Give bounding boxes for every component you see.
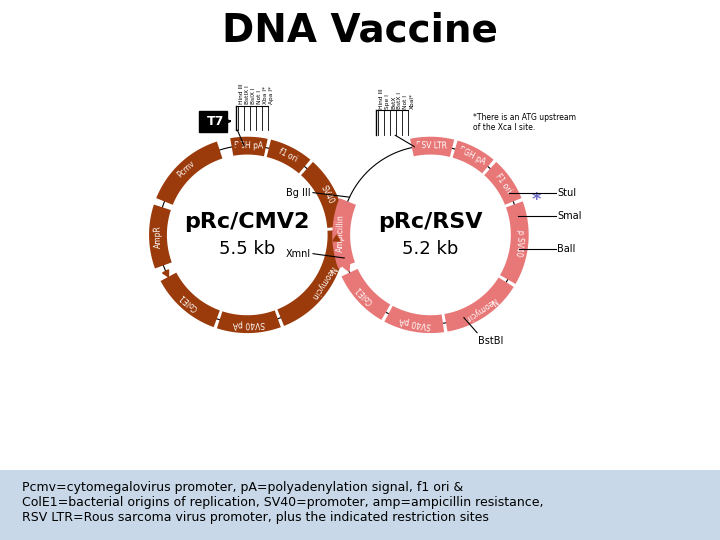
Text: T7: T7: [207, 114, 224, 127]
Text: Pcmv: Pcmv: [176, 159, 197, 180]
Polygon shape: [210, 314, 217, 320]
Text: BstX: BstX: [391, 96, 396, 109]
Text: Spe I: Spe I: [385, 94, 390, 109]
Polygon shape: [485, 162, 521, 205]
Text: Hind III: Hind III: [379, 89, 384, 109]
Text: Pcmv=cytomegalovirus promoter, pA=polyadenylation signal, f1 ori &
ColE1=bacteri: Pcmv=cytomegalovirus promoter, pA=polyad…: [22, 481, 543, 524]
Text: pRc/CMV2: pRc/CMV2: [184, 212, 310, 232]
Text: SV40 pA: SV40 pA: [233, 319, 265, 329]
Polygon shape: [161, 273, 220, 327]
Polygon shape: [166, 190, 172, 197]
Text: Hind III: Hind III: [239, 84, 244, 104]
Text: BstIX I: BstIX I: [245, 85, 250, 104]
Polygon shape: [415, 143, 422, 149]
Polygon shape: [444, 278, 514, 332]
Text: Neomycin: Neomycin: [462, 294, 499, 323]
Text: BGH pA: BGH pA: [457, 145, 487, 167]
Text: StuI: StuI: [557, 187, 577, 198]
Text: f1 ori: f1 ori: [276, 147, 299, 164]
Text: 5.5 kb: 5.5 kb: [219, 240, 276, 258]
Polygon shape: [235, 143, 241, 149]
Polygon shape: [333, 235, 340, 241]
Polygon shape: [341, 269, 390, 320]
Text: SV40: SV40: [319, 184, 336, 206]
Polygon shape: [277, 230, 346, 326]
Text: BstBI: BstBI: [478, 336, 503, 347]
Polygon shape: [499, 284, 505, 291]
Polygon shape: [436, 321, 443, 327]
Text: SV40 pA: SV40 pA: [398, 315, 431, 330]
Text: pRc/RSV: pRc/RSV: [378, 212, 482, 232]
Text: *There is an ATG upstream
of the Xca I site.: *There is an ATG upstream of the Xca I s…: [473, 113, 576, 132]
Text: Apa I*: Apa I*: [269, 86, 274, 104]
Polygon shape: [453, 140, 494, 173]
Polygon shape: [156, 141, 222, 205]
Polygon shape: [149, 205, 172, 268]
Polygon shape: [301, 162, 345, 228]
Text: AmpR: AmpR: [153, 225, 163, 248]
Text: Neomycin: Neomycin: [308, 265, 336, 301]
Text: BsIX I: BsIX I: [251, 88, 256, 104]
Text: BstX I: BstX I: [397, 92, 402, 109]
Polygon shape: [458, 148, 465, 155]
Text: Not I: Not I: [403, 95, 408, 109]
Polygon shape: [500, 201, 528, 284]
Text: BGH pA: BGH pA: [234, 141, 264, 151]
Text: BalI: BalI: [557, 244, 576, 254]
Polygon shape: [514, 207, 521, 214]
Polygon shape: [272, 147, 279, 154]
Polygon shape: [384, 306, 444, 333]
Polygon shape: [163, 270, 168, 277]
Text: *: *: [531, 192, 541, 210]
Text: ColE1: ColE1: [178, 292, 199, 313]
Text: SmaI: SmaI: [557, 211, 582, 221]
Text: DNA Vaccine: DNA Vaccine: [222, 12, 498, 50]
Polygon shape: [333, 198, 356, 268]
Polygon shape: [410, 137, 454, 157]
Polygon shape: [492, 171, 499, 177]
FancyBboxPatch shape: [199, 111, 227, 132]
Polygon shape: [217, 310, 281, 333]
Text: p SV40: p SV40: [514, 229, 525, 256]
Polygon shape: [310, 172, 317, 179]
Text: Xba I*: Xba I*: [264, 86, 269, 104]
Text: 5.2 kb: 5.2 kb: [402, 240, 459, 258]
Polygon shape: [343, 264, 349, 271]
Text: RSV LTR: RSV LTR: [416, 141, 448, 151]
Text: F1 ori: F1 ori: [494, 172, 513, 195]
Polygon shape: [379, 306, 386, 312]
Polygon shape: [271, 318, 278, 324]
Polygon shape: [230, 137, 268, 156]
Text: Xmnl: Xmnl: [286, 249, 310, 259]
Text: Not I: Not I: [257, 90, 262, 104]
Text: ColE1: ColE1: [354, 284, 375, 306]
Text: Ampicillin: Ampicillin: [336, 214, 346, 252]
Text: Xbal*: Xbal*: [410, 93, 414, 109]
Text: Bg III: Bg III: [286, 187, 310, 198]
Polygon shape: [266, 140, 310, 173]
